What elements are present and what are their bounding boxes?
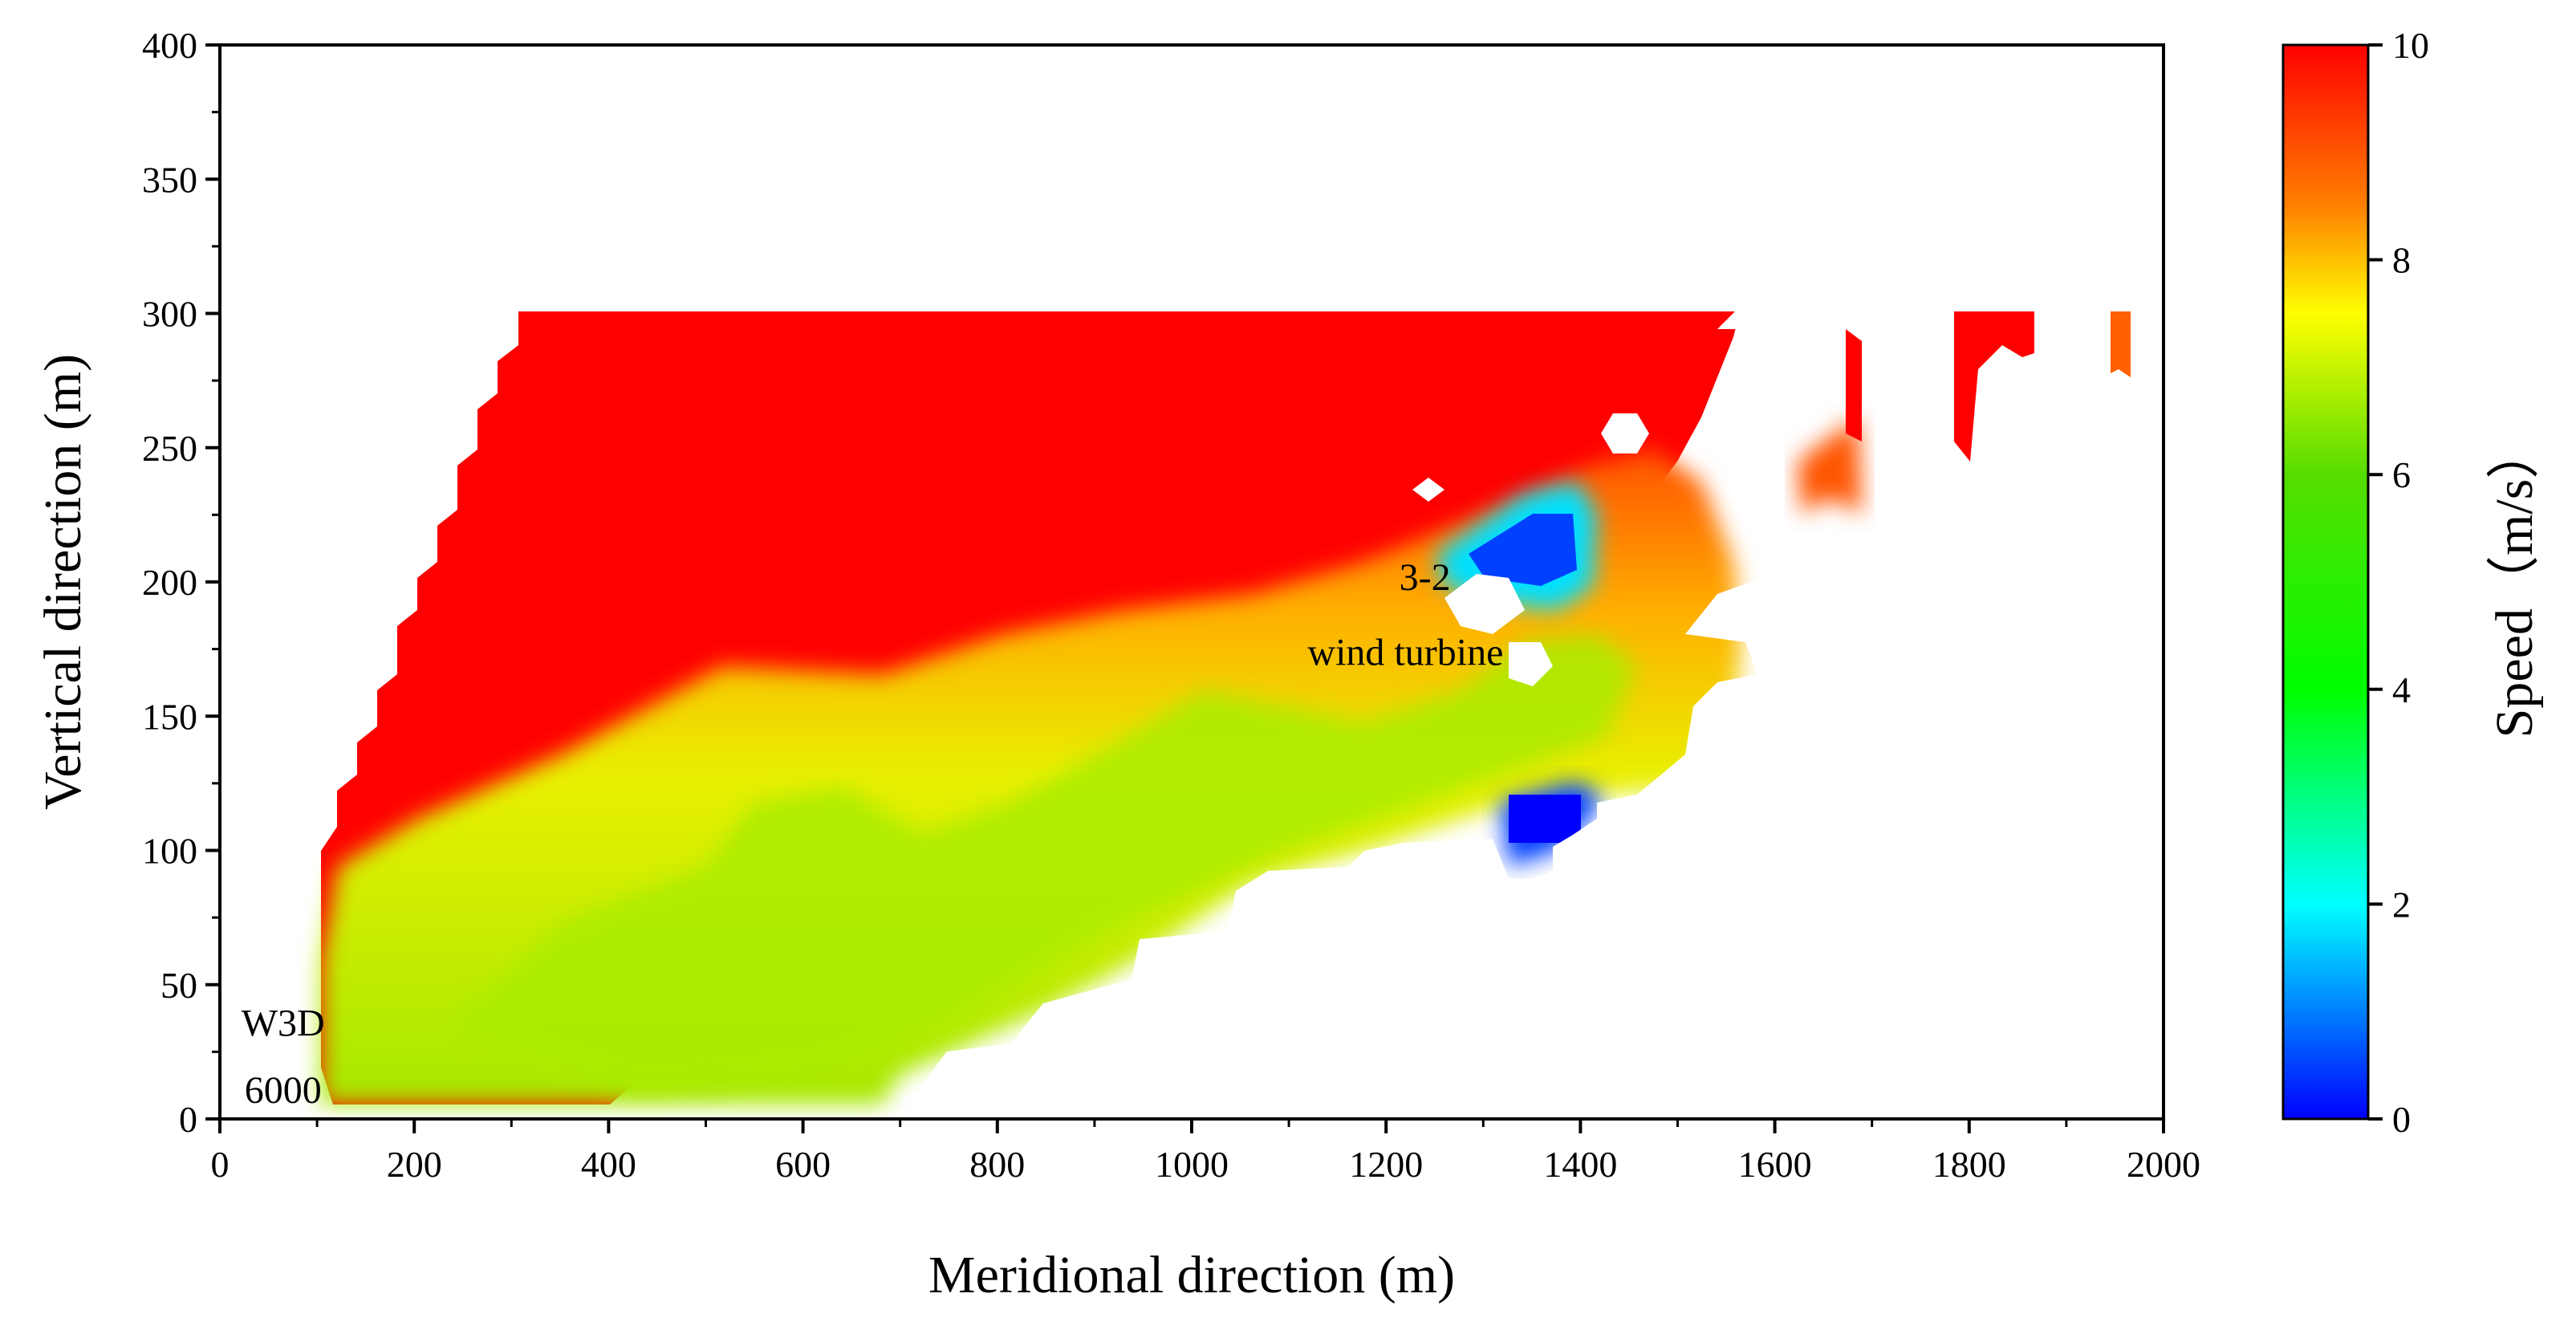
colorbar-tick-label: 6 bbox=[2392, 454, 2411, 495]
colorbar bbox=[2281, 43, 2370, 1121]
x-tick-label: 600 bbox=[775, 1144, 831, 1185]
colorbar-tick-label: 10 bbox=[2392, 25, 2429, 66]
x-tick-label: 1400 bbox=[1543, 1144, 1617, 1185]
y-axis-title: Vertical direction (m) bbox=[34, 354, 92, 810]
region-edge-patch bbox=[1846, 329, 1862, 441]
colorbar-tick-label: 8 bbox=[2392, 240, 2411, 281]
x-tick-label: 800 bbox=[969, 1144, 1025, 1185]
colorbar-label: Speed（m/s） bbox=[2485, 426, 2544, 738]
x-axis-title: Meridional direction (m) bbox=[928, 1246, 1455, 1304]
y-tick-label: 300 bbox=[142, 294, 197, 335]
colorbar-ticks: 0 2 4 6 8 10 bbox=[2368, 25, 2429, 1140]
region-no-data-patch bbox=[1509, 642, 1553, 686]
annotations: 3-2 wind turbine W3D 6000 bbox=[242, 556, 1504, 1112]
annotation-label: W3D bbox=[242, 1002, 325, 1044]
y-tick-label: 0 bbox=[179, 1099, 197, 1140]
annotation-label: 3-2 bbox=[1400, 556, 1451, 599]
x-tick-label: 1600 bbox=[1738, 1144, 1812, 1185]
y-tick-label: 150 bbox=[142, 696, 197, 737]
x-tick-label: 200 bbox=[387, 1144, 442, 1185]
y-tick-label: 250 bbox=[142, 428, 197, 469]
x-tick-label: 1200 bbox=[1349, 1144, 1423, 1185]
region-edge-patch bbox=[2111, 311, 2131, 377]
region-edge-patch bbox=[1798, 417, 1862, 514]
y-tick-label: 200 bbox=[142, 562, 197, 603]
region-no-data-patch bbox=[1412, 478, 1444, 502]
region-edge-patch bbox=[1954, 311, 2034, 462]
region-no-data-patch bbox=[1444, 574, 1525, 634]
colorbar-tick-label: 0 bbox=[2392, 1099, 2411, 1140]
x-tick-label: 400 bbox=[581, 1144, 636, 1185]
x-tick-label: 1000 bbox=[1155, 1144, 1229, 1185]
region-wake bbox=[449, 634, 1637, 1092]
x-tick-label: 0 bbox=[211, 1144, 230, 1185]
x-tick-label: 2000 bbox=[2127, 1144, 2200, 1185]
x-tick-label: 1800 bbox=[1932, 1144, 2006, 1185]
x-axis: 0 200 400 600 800 1000 1200 1400 1600 1800 2000 bbox=[211, 1119, 2200, 1185]
y-tick-label: 50 bbox=[160, 965, 197, 1006]
region-no-data-patch bbox=[1601, 413, 1649, 454]
annotation-label: wind turbine bbox=[1307, 632, 1503, 674]
region-turbine-core-lower-inner bbox=[1509, 795, 1581, 843]
y-axis: 0 50 100 150 200 250 300 350 400 bbox=[142, 25, 220, 1140]
region-turbine-core-upper-inner bbox=[1469, 514, 1577, 586]
colorbar-tick-label: 2 bbox=[2392, 884, 2411, 925]
colorbar-tick-label: 4 bbox=[2392, 669, 2411, 710]
y-tick-label: 100 bbox=[142, 831, 197, 872]
speed-field bbox=[321, 305, 2164, 1104]
annotation-label: 6000 bbox=[245, 1069, 322, 1112]
y-tick-label: 400 bbox=[142, 25, 197, 66]
y-tick-label: 350 bbox=[142, 159, 197, 200]
